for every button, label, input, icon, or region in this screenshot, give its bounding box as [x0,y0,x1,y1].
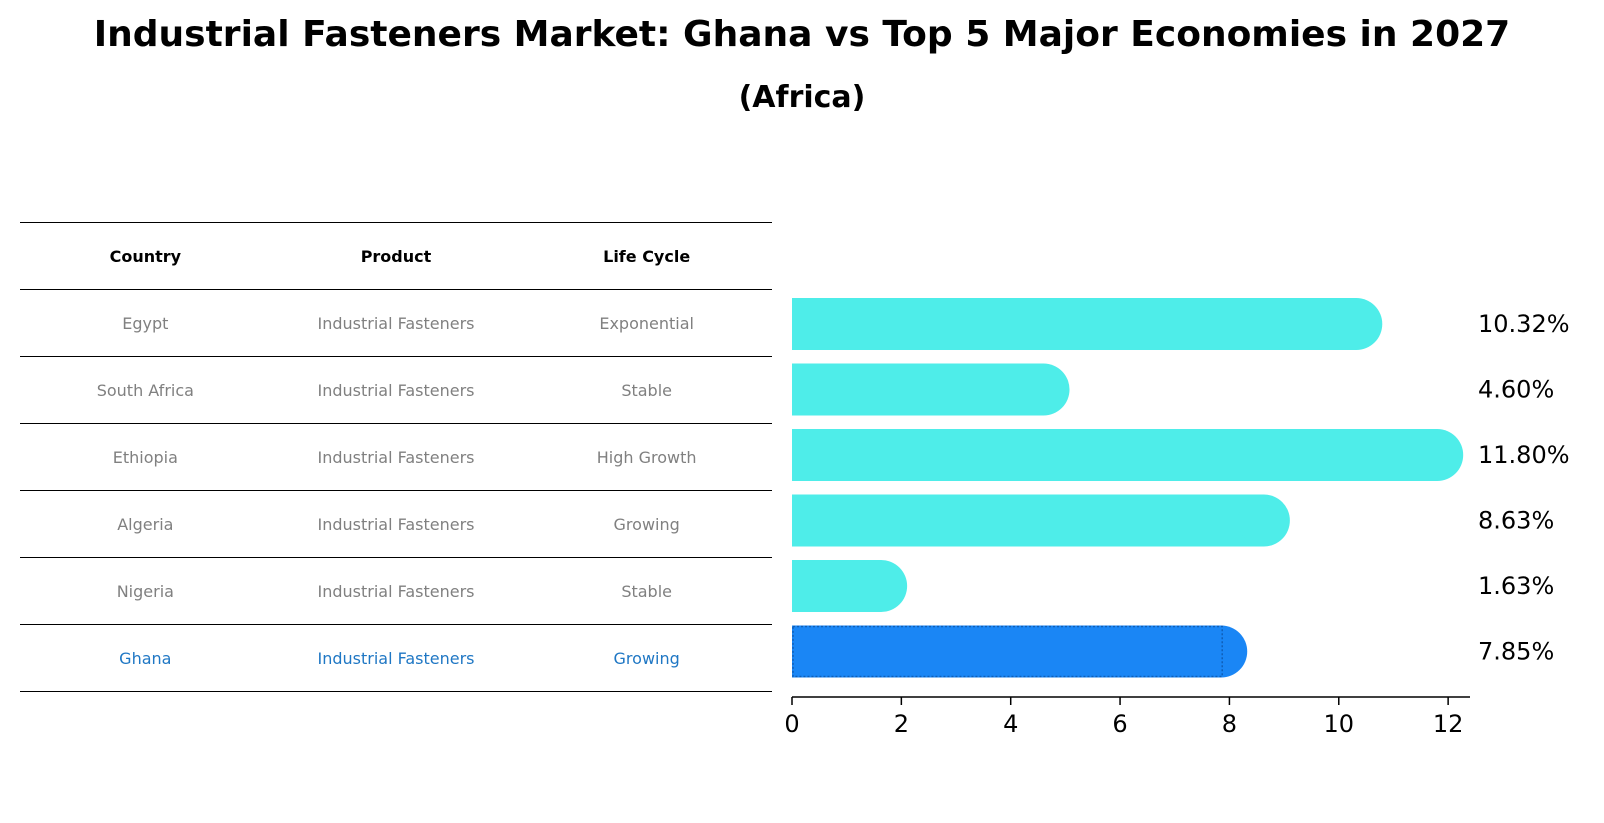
cell-country: South Africa [20,356,271,424]
cell-country: Nigeria [20,557,271,625]
header-product: Product [270,222,522,290]
bar-cap-ghana [1195,625,1248,678]
cell-life-cycle: Growing [521,624,772,692]
header-life-cycle: Life Cycle [521,222,772,290]
x-tick-label: 2 [894,710,909,738]
bar-ghana [792,625,1222,678]
bar-value-label: 7.85% [1478,638,1554,666]
cell-product: Industrial Fasteners [270,490,522,558]
cell-life-cycle: Growing [521,490,772,558]
cell-life-cycle: Stable [521,557,772,625]
bar-value-label: 4.60% [1478,376,1554,404]
bar-south-africa [792,363,1044,416]
table-row-highlighted: Ghana Industrial Fasteners Growing [20,624,772,692]
table-row: Algeria Industrial Fasteners Growing [20,490,772,558]
chart-subtitle: (Africa) [738,80,866,115]
bar-cap-south-africa [1017,363,1070,416]
cell-product: Industrial Fasteners [270,423,522,491]
cell-life-cycle: Stable [521,356,772,424]
table-row: South Africa Industrial Fasteners Stable [20,356,772,424]
x-tick-label: 12 [1433,710,1464,738]
cell-country: Egypt [20,289,271,357]
market-table: Country Product Life Cycle Egypt Industr… [20,222,772,692]
bar-cap-ethiopia [1411,429,1464,481]
bar-ethiopia [792,429,1438,481]
cell-product: Industrial Fasteners [270,356,522,424]
bar-value-label: 8.63% [1478,507,1554,535]
table-row: Ethiopia Industrial Fasteners High Growt… [20,423,772,491]
bar-cap-nigeria [855,560,908,612]
cell-life-cycle: Exponential [521,289,772,357]
bar-cap-algeria [1237,494,1290,547]
bar-value-label: 1.63% [1478,572,1554,600]
header-country: Country [20,222,271,290]
cell-country: Ghana [20,624,271,692]
table-row: Egypt Industrial Fasteners Exponential [20,289,772,357]
bar-value-label: 10.32% [1478,310,1570,338]
bar-cap-egypt [1330,298,1383,350]
bar-algeria [792,494,1264,547]
cell-product: Industrial Fasteners [270,557,522,625]
chart-title: Industrial Fasteners Market: Ghana vs To… [93,14,1511,55]
x-tick-label: 10 [1324,710,1355,738]
x-tick-label: 8 [1222,710,1237,738]
bar-value-label: 11.80% [1478,441,1570,469]
bar-highlight-outline [792,625,1223,678]
x-tick-label: 0 [784,710,799,738]
cell-life-cycle: High Growth [521,423,772,491]
x-tick-label: 6 [1112,710,1127,738]
cell-country: Ethiopia [20,423,271,491]
table-row: Nigeria Industrial Fasteners Stable [20,557,772,625]
bar-egypt [792,298,1357,350]
cell-product: Industrial Fasteners [270,624,522,692]
x-tick-label: 4 [1003,710,1018,738]
table-header-row: Country Product Life Cycle [20,222,772,290]
cell-country: Algeria [20,490,271,558]
cell-product: Industrial Fasteners [270,289,522,357]
